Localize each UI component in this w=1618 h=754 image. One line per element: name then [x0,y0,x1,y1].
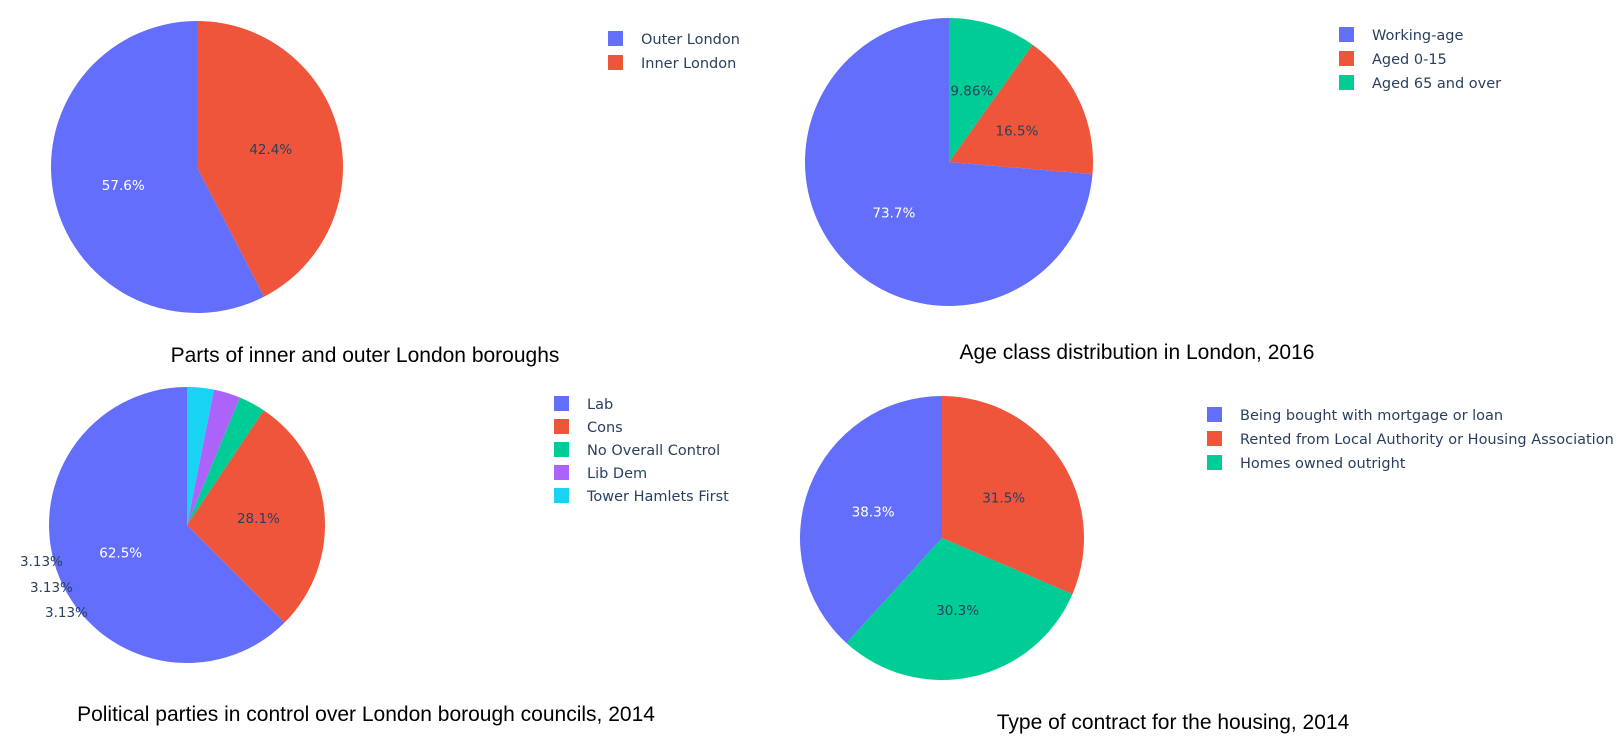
legend-label: Aged 0-15 [1372,52,1447,68]
slice-labels: 57.6% 42.4% [102,142,293,194]
legend-item-rented-from-local-authority-or-housing-association[interactable]: Rented from Local Authority or Housing A… [1207,431,1614,448]
legend-item-working-age[interactable]: Working-age [1339,27,1463,44]
pie-slice-working-age[interactable] [805,18,1093,306]
legend-label: Aged 65 and over [1372,76,1501,92]
slice-value-label: 3.13% [45,605,88,621]
pie-slice-homes-owned-outright[interactable] [846,538,1073,680]
legend-item-lab[interactable]: Lab [554,396,613,413]
legend-item-tower-hamlets-first[interactable]: Tower Hamlets First [554,488,729,505]
legend: Being bought with mortgage or loan Rented… [1207,407,1614,472]
chart-title: Political parties in control over London… [77,703,655,726]
legend: Lab Cons No Overall Control Lib Dem Tower Ha… [554,396,729,505]
legend-swatch [1207,455,1222,470]
slice-labels: 73.7% 16.5% 9.86% [872,84,1038,222]
legend-label: Outer London [641,32,740,48]
legend-label: Tower Hamlets First [586,489,729,505]
legend-label: Inner London [641,56,736,72]
slice-labels: 38.3% 30.3% 31.5% [852,490,1026,619]
chart-title: Parts of inner and outer London boroughs [171,344,560,367]
legend-swatch [1339,75,1354,90]
pie-slice-outer-london[interactable] [50,21,265,313]
pie-slices [50,21,343,313]
pie-chart-housing-contract: 38.3% 30.3% 31.5% Being bought with mortga… [799,395,1614,734]
pie-slice-lib-dem[interactable] [187,389,240,525]
pie-slice-no-overall-control[interactable] [187,397,264,525]
legend-swatch [554,465,569,480]
legend-item-no-overall-control[interactable]: No Overall Control [554,442,720,459]
legend-item-homes-owned-outright[interactable]: Homes owned outright [1207,455,1406,472]
pie-slice-being-bought-with-mortgage-or-loan[interactable] [799,395,942,644]
legend-swatch [1207,431,1222,446]
slice-value-label: 31.5% [982,490,1025,506]
legend-swatch [554,488,569,503]
legend-item-aged-0-15[interactable]: Aged 0-15 [1339,51,1447,68]
slice-value-label: 28.1% [237,511,280,527]
legend-label: Being bought with mortgage or loan [1240,408,1503,424]
pie-slices [799,395,1084,680]
legend-swatch [554,396,569,411]
legend-label: Rented from Local Authority or Housing A… [1240,432,1614,448]
slice-value-label: 3.13% [20,554,63,570]
legend: Working-age Aged 0-15 Aged 65 and over [1339,27,1501,92]
chart-title: Age class distribution in London, 2016 [960,341,1315,364]
legend-swatch [608,31,623,46]
legend-item-being-bought-with-mortgage-or-loan[interactable]: Being bought with mortgage or loan [1207,407,1503,424]
slice-value-label: 38.3% [852,504,895,520]
legend: Outer London Inner London [608,31,740,72]
pie-slice-inner-london[interactable] [197,21,343,297]
slice-value-label: 16.5% [996,124,1039,140]
slice-value-label: 57.6% [102,178,145,194]
legend-label: Lib Dem [587,466,647,482]
legend-swatch [1339,51,1354,66]
pie-slice-tower-hamlets-first[interactable] [187,387,214,525]
pie-slice-aged-65-and-over[interactable] [949,18,1033,162]
legend-item-cons[interactable]: Cons [554,419,623,436]
legend-label: Working-age [1372,28,1463,44]
pie-chart-age-class: 73.7% 16.5% 9.86% Working-age Aged 0-15 Aged… [805,18,1501,364]
pie-slices [805,18,1093,306]
pie-slice-cons[interactable] [187,410,325,623]
pie-chart-london-parts: 57.6% 42.4% Outer London Inner London Part… [50,21,740,367]
legend-item-lib-dem[interactable]: Lib Dem [554,465,647,482]
pie-chart-political-parties: 62.5% 28.1% 3.13% 3.13% 3.13% Lab Cons No Over… [20,387,729,726]
pie-slice-aged-0-15[interactable] [949,44,1093,175]
legend-label: No Overall Control [587,443,720,459]
pie-slice-lab[interactable] [48,387,285,664]
slice-value-label: 3.13% [30,580,73,596]
pie-slice-rented-from-local-authority-or-housing-association[interactable] [942,396,1084,595]
chart-title: Type of contract for the housing, 2014 [997,711,1350,734]
slice-value-label: 62.5% [99,545,142,561]
legend-label: Lab [587,397,613,413]
slice-value-label: 30.3% [936,603,979,619]
legend-label: Cons [587,420,623,436]
legend-swatch [1339,27,1354,42]
legend-label: Homes owned outright [1240,456,1406,472]
legend-swatch [554,442,569,457]
legend-swatch [608,55,623,70]
slice-value-label: 42.4% [249,142,292,158]
pie-slices [48,387,325,664]
legend-swatch [1207,407,1222,422]
slice-value-label: 73.7% [872,206,915,222]
legend-item-outer-london[interactable]: Outer London [608,31,740,48]
slice-value-label: 9.86% [950,84,993,100]
slice-labels: 62.5% 28.1% 3.13% 3.13% 3.13% [20,511,280,621]
legend-item-aged-65-and-over[interactable]: Aged 65 and over [1339,75,1501,92]
legend-item-inner-london[interactable]: Inner London [608,55,736,72]
legend-swatch [554,419,569,434]
